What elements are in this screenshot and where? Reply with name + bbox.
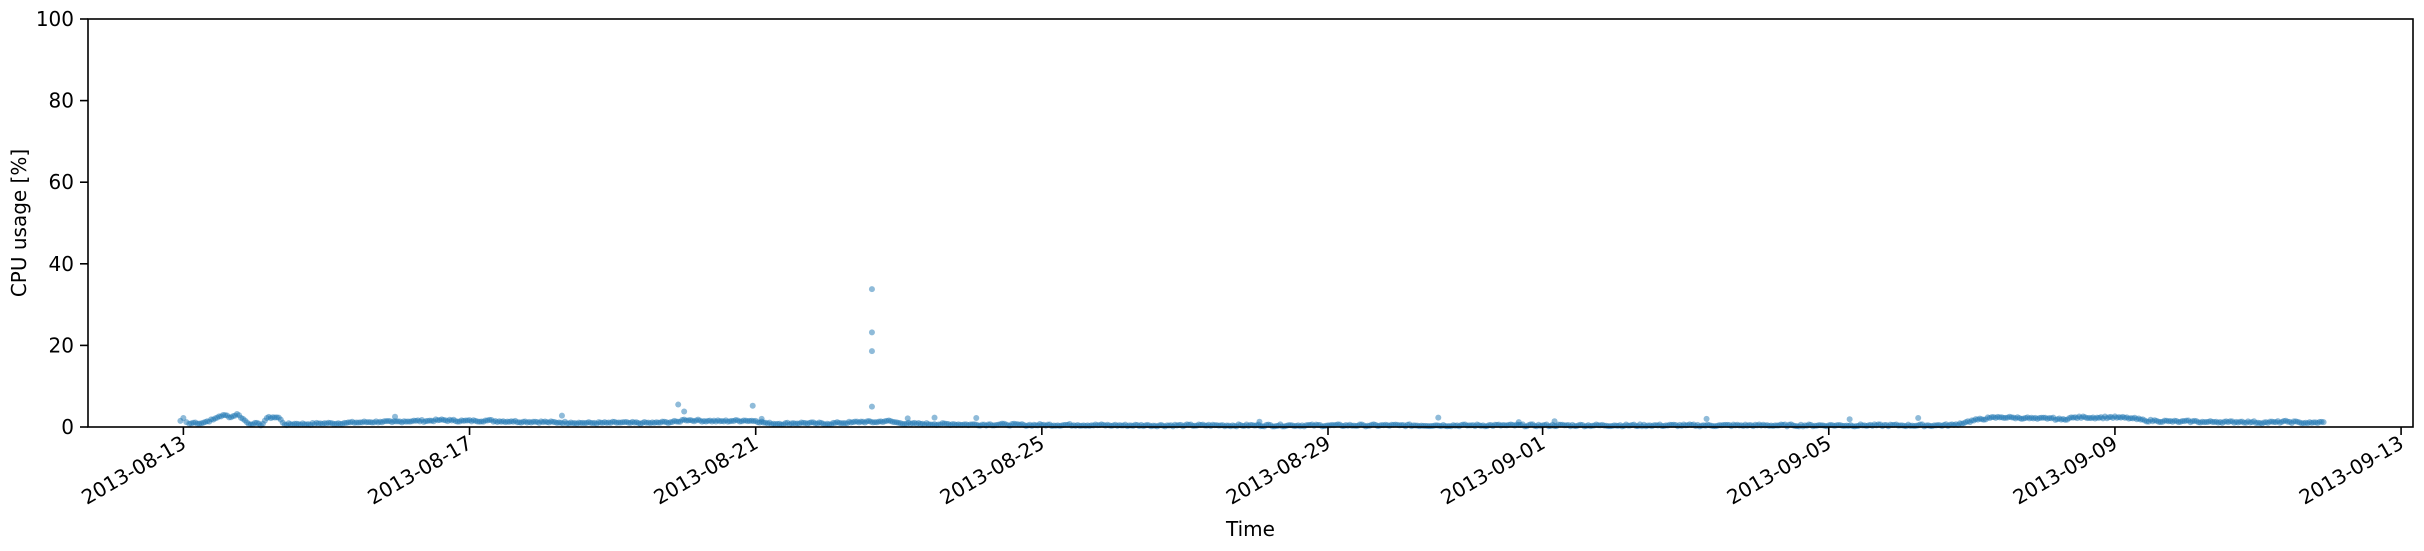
x-tick-label: 2013-09-09	[2009, 431, 2122, 510]
data-point	[1435, 414, 1442, 421]
data-point	[1703, 415, 1710, 422]
data-point	[1915, 415, 1922, 422]
x-tick-label: 2013-08-25	[936, 431, 1049, 510]
x-tick-label: 2013-09-13	[2295, 431, 2408, 510]
y-tick-label: 0	[61, 415, 74, 439]
x-tick-label: 2013-09-01	[1436, 431, 1549, 510]
data-point	[931, 414, 938, 421]
plot-frame	[87, 18, 2414, 428]
y-tick-label: 60	[49, 170, 74, 194]
data-point	[1846, 416, 1853, 423]
data-point	[868, 403, 875, 410]
data-point	[392, 413, 399, 420]
y-tick-label: 20	[49, 333, 74, 357]
x-tick-label: 2013-08-17	[363, 431, 476, 510]
x-tick-label: 2013-08-13	[77, 431, 190, 510]
data-point	[749, 402, 756, 409]
data-point	[1515, 419, 1522, 426]
data-points	[177, 286, 2327, 430]
data-point	[868, 329, 875, 336]
data-point	[675, 401, 682, 408]
data-point	[2320, 419, 2327, 426]
data-point	[904, 415, 911, 422]
data-point	[868, 348, 875, 355]
y-axis-label: CPU usage [%]	[7, 149, 31, 297]
data-point	[758, 415, 765, 422]
y-tick-label: 100	[36, 7, 74, 31]
data-point	[973, 415, 980, 422]
x-tick-label: 2013-08-21	[650, 431, 763, 510]
y-tick-label: 40	[49, 252, 74, 276]
y-tick-label: 80	[49, 89, 74, 113]
y-axis: 0 20 40 60 80 100	[36, 7, 88, 439]
data-point	[681, 408, 688, 415]
data-point	[558, 412, 565, 419]
data-point	[1256, 418, 1263, 425]
x-axis-label: Time	[1225, 517, 1275, 541]
x-tick-label: 2013-09-05	[1723, 431, 1836, 510]
data-point	[868, 286, 875, 293]
x-axis: 2013-08-13 2013-08-17 2013-08-21 2013-08-25…	[77, 427, 2408, 510]
data-point	[1551, 418, 1558, 425]
x-tick-label: 2013-08-29	[1222, 431, 1335, 510]
